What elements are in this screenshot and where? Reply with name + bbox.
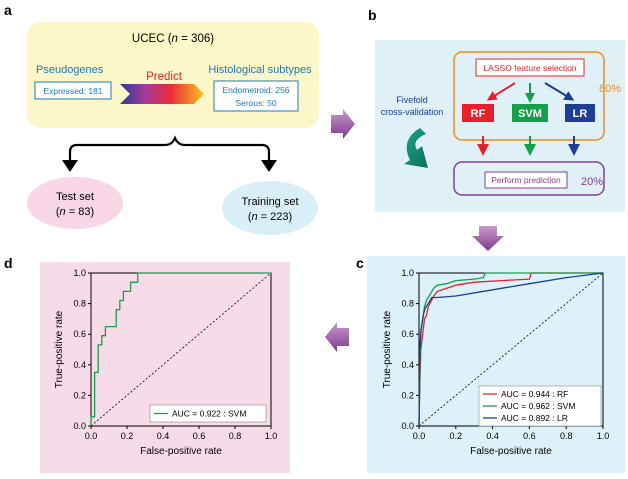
subtypes-box [213, 80, 299, 112]
lr-label: LR [573, 108, 588, 120]
y-tick-label: 0.8 [401, 299, 414, 309]
y-tick-label: 0.4 [73, 360, 86, 370]
roc-chart-d: 0.00.0 0.2 0.2 0.4 0.4 0.6 0.6 0.8 0.8 1.0 1.0 Fals… [54, 268, 277, 457]
panel-c-background [367, 256, 625, 473]
pct-80-label: 80% [599, 83, 621, 95]
expressed-label: Expressed: 181 [43, 86, 102, 96]
purple-arrow-left [325, 322, 349, 352]
x-tick-label: 0.8 [560, 431, 573, 441]
perform-box [484, 171, 568, 189]
panel-a: a UCEC (n = 306) Pseudogenes Expressed: … [4, 2, 319, 235]
pseudogenes-label: Pseudogenes [36, 64, 104, 76]
roc-curve-line [418, 272, 604, 427]
x-tick-label: 0.8 [229, 431, 242, 441]
y-axis-label: True-positive rate [382, 310, 393, 388]
panel-label-a: a [4, 2, 12, 18]
roc-curve-line [90, 272, 271, 426]
perform-label: Perform prediction [491, 175, 561, 185]
purple-arrow-right [331, 109, 355, 139]
y-tick-label: 0.0 [401, 421, 414, 431]
training-set-n: (n = 223) [248, 211, 292, 223]
brace-arrowhead-right [261, 160, 277, 172]
fivefold-label-line1: Fivefold [396, 95, 428, 105]
lr-box [565, 104, 595, 122]
y-tick-label: 1.0 [401, 268, 414, 278]
lasso-box [475, 58, 585, 77]
serous-label: Serous: 50 [235, 98, 276, 108]
y-tick-label: 0.4 [401, 360, 414, 370]
expressed-box [34, 81, 112, 100]
split-brace [68, 135, 271, 160]
legend-box [149, 404, 267, 423]
endometroid-label: Endometroid: 256 [222, 85, 289, 95]
cycle-arrow-icon [404, 128, 428, 168]
test-set-label: Test set [56, 191, 94, 203]
ucec-title: UCEC (n = 306) [132, 33, 214, 45]
pct-20-label: 20% [581, 176, 603, 188]
x-tick-label: 1.0 [597, 431, 610, 441]
fivefold-label-line2: cross-validation [381, 107, 444, 117]
y-tick-label: 0.2 [73, 390, 86, 400]
x-tick-label: 0.4 [486, 431, 499, 441]
rf-box [462, 104, 494, 122]
training-set-label: Training set [241, 196, 298, 208]
x-axis-label: False-positive rate [140, 446, 222, 457]
y-tick-label: 0.0 [73, 421, 86, 431]
panel-label-d: d [4, 255, 13, 271]
panel-label-c: c [356, 255, 364, 271]
y-tick-label: 1.0 [73, 268, 86, 278]
panel-label-b: b [368, 7, 377, 23]
x-tick-label: 0.6 [193, 431, 206, 441]
legend-entry: AUC = 0.962 : SVM [501, 401, 575, 411]
panel-d: d 0.00.0 0.2 0.2 0.4 0.4 0.6 0.6 0.8 0.8 1.0 1.0 Fa… [4, 255, 290, 473]
legend-entry: AUC = 0.922 : SVM [172, 409, 246, 419]
legend: AUC = 0.944 : RF AUC = 0.962 : SVM AUC = 0… [478, 385, 602, 427]
rf-label: RF [471, 108, 486, 120]
panel-d-background [40, 262, 290, 473]
diagonal-reference-line [90, 272, 272, 427]
training-set-ellipse [222, 181, 318, 235]
y-tick-label: 0.8 [73, 299, 86, 309]
test-set-n: (n = 83) [56, 206, 94, 218]
x-tick-label: 0.2 [121, 431, 134, 441]
y-axis-label: True-positive rate [54, 310, 65, 388]
brace-arrowhead-left [62, 160, 78, 172]
x-tick-label: 0.0 [85, 431, 98, 441]
test-set-ellipse [27, 177, 123, 229]
x-tick-label: 0.4 [157, 431, 170, 441]
predict-label: Predict [146, 71, 183, 83]
x-tick-label: 0.2 [450, 431, 463, 441]
y-tick-label: 0.2 [401, 390, 414, 400]
legend-entry: AUC = 0.892 : LR [501, 413, 568, 423]
test-outline [453, 161, 605, 196]
legend: AUC = 0.922 : SVM [149, 404, 267, 423]
predict-arrow [120, 84, 204, 104]
x-tick-label: 0.0 [413, 431, 426, 441]
y-tick-label: 0.6 [73, 329, 86, 339]
panel-b: b LASSO feature selection 80% RF SVM LR … [368, 7, 625, 212]
legend-entry: AUC = 0.944 : RF [501, 389, 568, 399]
x-axis-label: False-positive rate [470, 446, 552, 457]
svm-label: SVM [518, 108, 542, 120]
panel-c: c 0.00.0 0.2 0.2 0.4 0.4 0.6 0.6 0.8 0.8 1.0 1.0 Fa… [356, 255, 625, 473]
roc-curve-line [418, 272, 603, 427]
purple-arrow-down [472, 226, 504, 251]
lasso-label: LASSO feature selection [483, 63, 576, 73]
lasso-to-rf-arrow [486, 82, 516, 101]
svm-box [512, 104, 548, 122]
lasso-to-lr-arrow [544, 82, 575, 101]
x-tick-label: 1.0 [265, 431, 278, 441]
y-tick-label: 0.6 [401, 329, 414, 339]
histological-label: Histological subtypes [208, 64, 312, 76]
legend-box [478, 385, 602, 427]
roc-chart-c: 0.00.0 0.2 0.2 0.4 0.4 0.6 0.6 0.8 0.8 1.0 1.0 Fals… [382, 268, 609, 457]
x-tick-label: 0.6 [523, 431, 536, 441]
